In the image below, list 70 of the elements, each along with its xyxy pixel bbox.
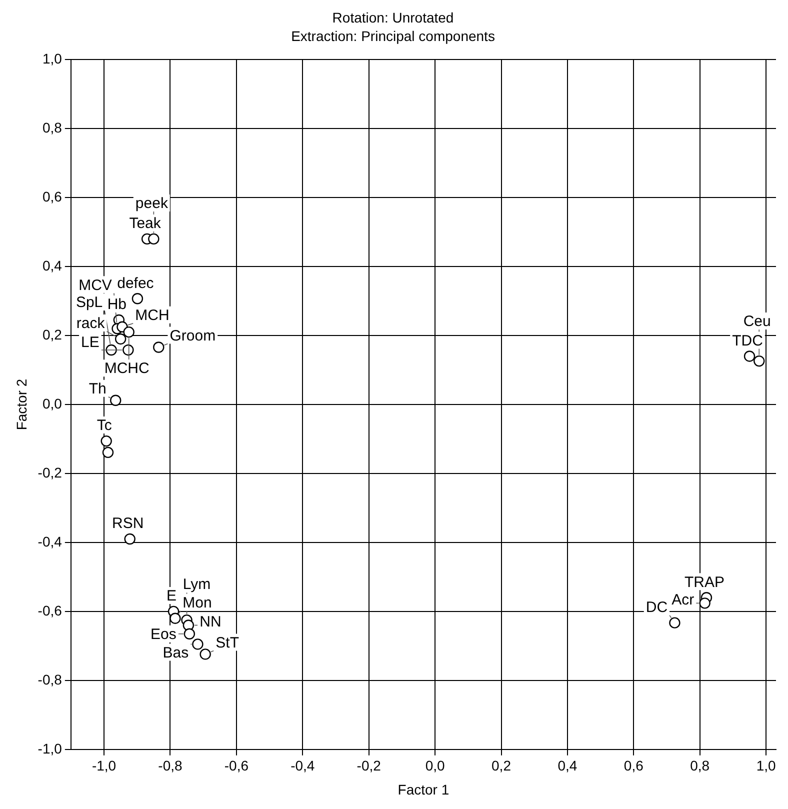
annotation: Acr <box>672 591 694 608</box>
annotation: TRAP <box>684 574 724 591</box>
point <box>184 628 196 640</box>
annotation: Tc <box>96 417 112 434</box>
y-tick-label: -0,4 <box>38 533 62 550</box>
y-tick-label: -0,8 <box>38 671 62 688</box>
y-tick-label: 0,8 <box>42 119 62 136</box>
point <box>100 435 112 447</box>
point <box>102 446 114 458</box>
annotation: LE <box>81 334 100 352</box>
annotation: NN <box>200 613 222 630</box>
annotation: rack <box>76 315 106 332</box>
point <box>110 394 122 406</box>
y-tick-label: 0,0 <box>42 395 62 412</box>
annotation: DC <box>646 598 668 616</box>
point <box>192 638 204 650</box>
x-tick-label: -0,8 <box>158 758 183 774</box>
annotation: Ceu <box>743 313 771 330</box>
point <box>124 533 136 545</box>
point <box>153 342 164 353</box>
y-axis-title: Factor 2 <box>13 378 30 430</box>
annotation: StT <box>216 634 239 652</box>
annotation: MCHC <box>104 360 150 378</box>
annotation: Teak <box>129 215 162 232</box>
y-tick-label: 0,6 <box>42 188 62 204</box>
point <box>132 293 144 304</box>
annotation: MCV <box>78 276 112 294</box>
annotation: Mon <box>182 594 212 612</box>
point <box>182 620 194 631</box>
y-tick-label: 1,0 <box>42 50 62 66</box>
annotation: defec <box>117 274 154 292</box>
annotation: RSN <box>112 515 144 532</box>
annotation: Lym <box>182 576 211 594</box>
x-tick-label: 0,0 <box>425 758 445 774</box>
point <box>148 233 160 245</box>
annotation: Bas <box>162 644 189 662</box>
point <box>114 333 126 345</box>
x-tick-label: -0,2 <box>356 758 382 774</box>
annotation: Hb <box>107 296 127 314</box>
x-tick-label: -1,0 <box>92 758 116 774</box>
x-tick-label: 0,2 <box>492 758 512 774</box>
point <box>754 355 765 367</box>
x-tick-label: -0,4 <box>290 758 315 774</box>
x-tick-label: 0,4 <box>558 758 578 774</box>
y-tick-label: 0,4 <box>42 257 62 274</box>
annotation: MCH <box>135 307 170 324</box>
x-axis-title: Factor 1 <box>398 781 450 798</box>
point <box>669 617 680 628</box>
point <box>744 350 756 362</box>
y-tick-label: 0,2 <box>42 326 62 342</box>
chart-title: Rotation: Unrotated <box>332 9 454 26</box>
annotation: TDC <box>732 332 764 350</box>
annotation: Groom <box>170 327 216 344</box>
point <box>170 612 181 624</box>
x-tick-label: -0,6 <box>224 758 249 774</box>
annotation: SpL <box>76 294 103 312</box>
point <box>699 598 710 609</box>
annotation: Eos <box>150 626 176 643</box>
annotation: E <box>166 588 177 605</box>
annotation: Th <box>88 380 106 398</box>
x-tick-label: 0,6 <box>624 758 644 774</box>
x-tick-label: 1,0 <box>756 758 776 774</box>
y-tick-label: -0,6 <box>38 602 62 618</box>
y-tick-label: -1,0 <box>38 740 62 756</box>
x-tick-label: 0,8 <box>690 758 710 774</box>
point <box>200 648 211 660</box>
annotation: peek <box>135 195 168 212</box>
point <box>123 326 134 338</box>
y-tick-label: -0,2 <box>38 464 62 480</box>
chart-subtitle: Extraction: Principal components <box>291 28 495 44</box>
